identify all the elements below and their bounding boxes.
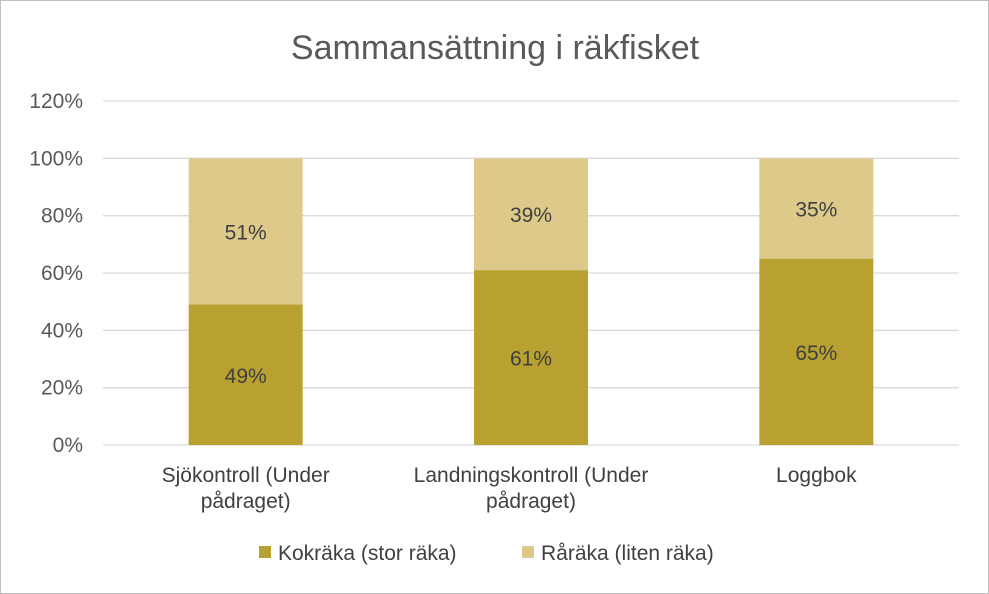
legend-label-kokraka: Kokräka (stor räka) — [278, 542, 457, 565]
data-label: 49% — [225, 365, 267, 388]
y-tick-label: 120% — [29, 90, 83, 113]
bar-segment — [474, 270, 588, 445]
y-tick-label: 20% — [41, 377, 83, 400]
data-label: 39% — [510, 204, 552, 227]
y-tick-label: 80% — [41, 205, 83, 228]
bars — [188, 158, 874, 445]
chart-title: Sammansättning i räkfisket — [291, 29, 700, 67]
bar-segment — [188, 158, 303, 305]
bar-segment — [759, 158, 874, 259]
data-label: 65% — [795, 342, 837, 365]
x-category-label: pådraget) — [486, 490, 576, 513]
x-category-label: Landningskontroll (Under — [414, 464, 649, 487]
legend-swatch-kokraka — [259, 546, 271, 558]
bar-segment — [759, 258, 874, 445]
x-category-label: Loggbok — [776, 464, 857, 487]
y-tick-label: 0% — [53, 434, 83, 457]
legend-swatch-raraka — [522, 546, 534, 558]
x-category-label: Sjökontroll (Under — [162, 464, 330, 487]
y-tick-label: 60% — [41, 262, 83, 285]
data-labels: 49% 51% 61% 39% 65% 35% — [225, 199, 838, 388]
bar-segment — [474, 158, 588, 271]
y-tick-label: 40% — [41, 319, 83, 342]
data-label: 51% — [225, 221, 267, 244]
y-axis-ticks: 0% 20% 40% 60% 80% 100% 120% — [29, 90, 83, 457]
legend: Kokräka (stor räka) Råräka (liten räka) — [259, 542, 714, 565]
y-tick-label: 100% — [29, 147, 83, 170]
data-label: 35% — [795, 199, 837, 222]
x-category-label: pådraget) — [201, 490, 291, 513]
bar-segment — [188, 304, 303, 445]
legend-label-raraka: Råräka (liten räka) — [541, 542, 714, 565]
data-label: 61% — [510, 348, 552, 371]
x-axis-categories: Sjökontroll (Under pådraget) Landningskont… — [162, 464, 857, 513]
